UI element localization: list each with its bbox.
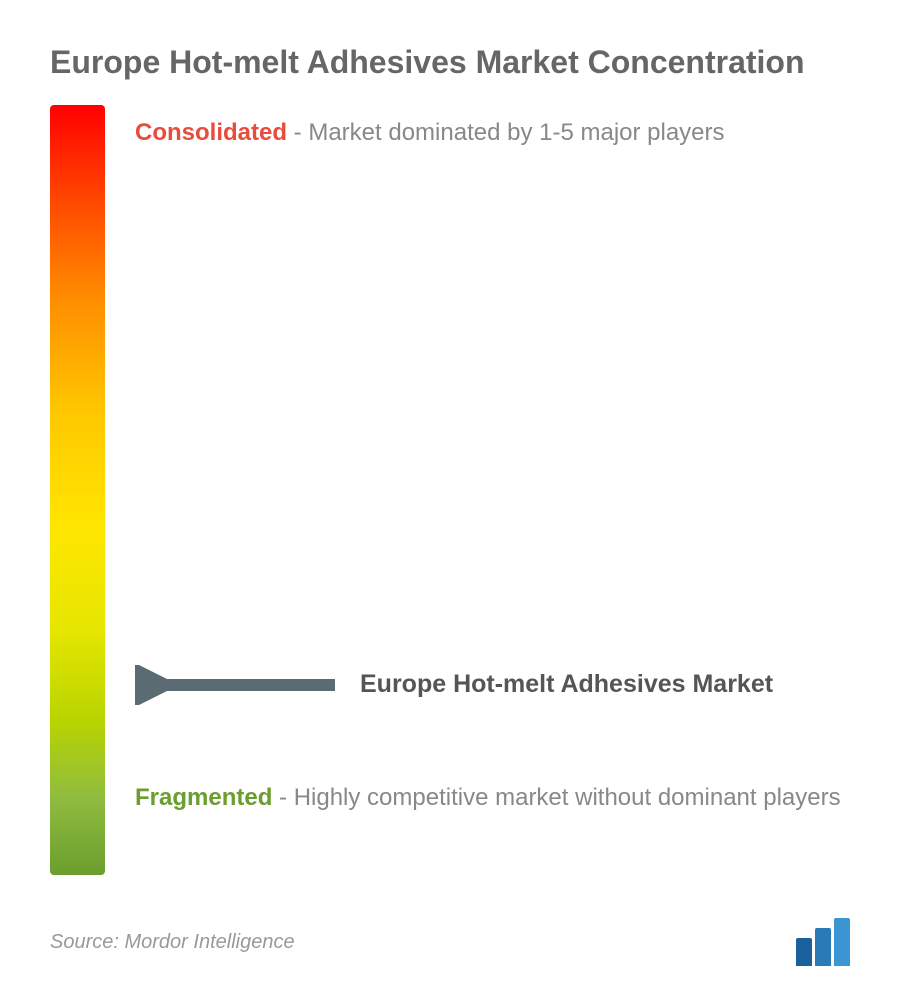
source-attribution: Source: Mordor Intelligence [50,931,295,954]
logo-bar-icon [834,918,850,966]
mordor-logo-icon [796,918,850,966]
arrow-left-icon [135,665,335,705]
fragmented-desc-text: - Highly competitive market without domi… [272,784,840,811]
market-name-label: Europe Hot-melt Adhesives Market [360,667,773,702]
logo-bar-icon [815,928,831,966]
content-area: Consolidated - Market dominated by 1-5 m… [50,105,850,875]
fragmented-description: Fragmented - Highly competitive market w… [135,775,841,821]
footer: Source: Mordor Intelligence [50,918,850,966]
market-position-marker: Europe Hot-melt Adhesives Market [135,665,773,705]
consolidated-label: Consolidated [135,119,287,146]
consolidated-desc-text: - Market dominated by 1-5 major players [287,119,725,146]
consolidated-description: Consolidated - Market dominated by 1-5 m… [135,110,850,156]
fragmented-label: Fragmented [135,784,272,811]
concentration-gradient-bar [50,105,105,875]
page-title: Europe Hot-melt Adhesives Market Concent… [50,40,850,85]
logo-bar-icon [796,938,812,966]
text-column: Consolidated - Market dominated by 1-5 m… [135,105,850,875]
